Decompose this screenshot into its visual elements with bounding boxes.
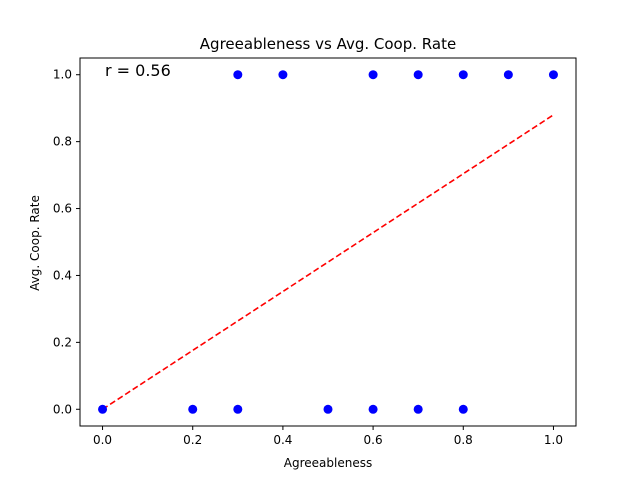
plot-frame xyxy=(79,57,577,427)
y-tick-label: 0.8 xyxy=(53,135,72,149)
data-point xyxy=(278,70,288,80)
data-point xyxy=(188,404,198,414)
data-point xyxy=(98,404,108,414)
data-point xyxy=(503,70,513,80)
correlation-annotation: r = 0.56 xyxy=(105,61,171,80)
x-tick-label: 0.0 xyxy=(93,433,112,447)
y-tick-label: 1.0 xyxy=(53,68,72,82)
data-point xyxy=(368,404,378,414)
chart-title: Agreeableness vs Avg. Coop. Rate xyxy=(200,35,456,53)
x-tick-label: 0.6 xyxy=(364,433,383,447)
y-tick-label: 0.6 xyxy=(53,202,72,216)
data-point xyxy=(458,70,468,80)
y-tick-label: 0.0 xyxy=(53,402,72,416)
x-tick-label: 0.2 xyxy=(183,433,202,447)
data-point xyxy=(323,404,333,414)
y-tick-label: 0.2 xyxy=(53,335,72,349)
data-point xyxy=(413,404,423,414)
data-point xyxy=(413,70,423,80)
plot-area: 0.0 0.2 0.4 0.6 0.8 1.0 0.0 0.2 0.4 0.6 0.8 1.0 xyxy=(53,57,577,447)
data-point xyxy=(458,404,468,414)
y-axis-label: Avg. Coop. Rate xyxy=(28,195,42,291)
data-point xyxy=(548,70,558,80)
y-tick-label: 0.4 xyxy=(53,268,72,282)
data-point xyxy=(368,70,378,80)
data-point xyxy=(233,404,243,414)
x-tick-label: 0.4 xyxy=(273,433,292,447)
data-point xyxy=(233,70,243,80)
fit-line xyxy=(102,114,554,410)
x-axis-label: Agreeableness xyxy=(284,456,372,470)
x-tick-label: 1.0 xyxy=(544,433,563,447)
x-tick-label: 0.8 xyxy=(454,433,473,447)
